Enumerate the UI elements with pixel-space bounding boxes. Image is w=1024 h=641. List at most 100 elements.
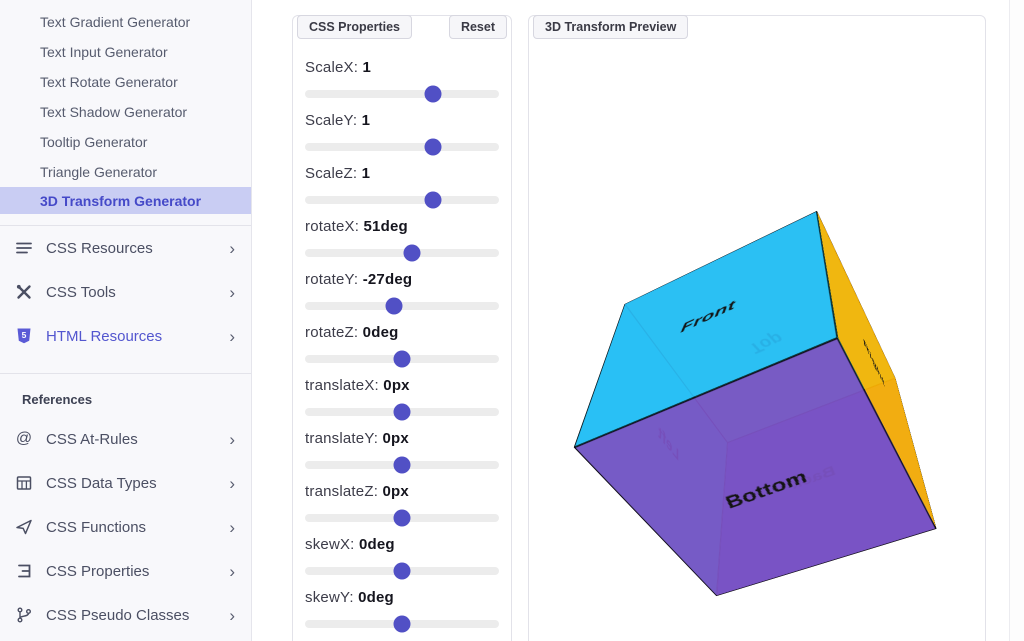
slider-value: 0deg (358, 536, 395, 553)
table-icon (14, 473, 34, 493)
chevron-right-icon: › (229, 429, 235, 449)
at-icon: @ (15, 430, 33, 447)
slider-value: 0deg (362, 324, 399, 341)
scalex-slider-track[interactable] (305, 90, 499, 98)
menu-item-label: CSS Tools (46, 283, 116, 301)
translatez-slider-thumb[interactable] (393, 509, 411, 527)
tools-icon (14, 282, 34, 302)
sidebar-item-css-functions[interactable]: CSS Functions › (0, 505, 251, 549)
slider-label: ScaleZ: 1 (305, 165, 371, 182)
cube: Front Back Right Left Top Bottom (573, 210, 937, 597)
menu-item-label: CSS Pseudo Classes (46, 606, 190, 624)
slider-value: 0px (382, 430, 409, 447)
translatey-slider-thumb[interactable] (393, 456, 411, 474)
slider-value: 51deg (363, 218, 408, 235)
sliders-list: ScaleX: 1 ScaleY: 1 ScaleZ: 1 rotateX: 5… (293, 16, 511, 633)
slider-label: skewX: 0deg (305, 536, 395, 553)
slider-label: rotateY: -27deg (305, 271, 413, 288)
preview-panel-title: 3D Transform Preview (533, 15, 689, 39)
slider-value: -27deg (362, 271, 413, 288)
menu-item-label: CSS Resources (46, 239, 153, 257)
menu-item-label: HTML Resources (46, 327, 163, 345)
reset-button[interactable]: Reset (448, 15, 507, 39)
slider-translatez: translateZ: 0px (305, 483, 499, 527)
slider-value: 0deg (358, 589, 394, 606)
skewy-slider-thumb[interactable] (393, 615, 411, 633)
scaley-slider-track[interactable] (305, 143, 499, 151)
chevron-right-icon: › (229, 282, 235, 302)
sidebar-menu: CSS Resources › CSS Tools › 5 HTML Resou… (0, 225, 251, 358)
chevron-right-icon: › (229, 605, 235, 625)
slider-label: translateZ: 0px (305, 483, 409, 500)
chevron-right-icon: › (229, 238, 235, 258)
preview-panel: 3D Transform Preview Front Back Right Le… (528, 15, 986, 641)
slider-skewx: skewX: 0deg (305, 536, 499, 580)
chevron-right-icon: › (229, 561, 235, 581)
sidebar-item-triangle-generator[interactable]: Triangle Generator (40, 164, 157, 180)
slider-label: ScaleY: 1 (305, 112, 371, 129)
chevron-right-icon: › (229, 517, 235, 537)
references-section: References @ CSS At-Rules › CSS Data Typ… (0, 373, 251, 637)
sidebar-item-text-input-generator[interactable]: Text Input Generator (40, 44, 168, 60)
slider-rotatez: rotateZ: 0deg (305, 324, 499, 368)
generator-list: Text Gradient Generator Text Input Gener… (0, 0, 251, 214)
menu-item-label: CSS Data Types (46, 474, 157, 492)
chevron-right-icon: › (229, 473, 235, 493)
sidebar-item-css-data-types[interactable]: CSS Data Types › (0, 461, 251, 505)
css3-icon (14, 561, 34, 581)
sidebar-item-text-gradient-generator[interactable]: Text Gradient Generator (40, 14, 191, 30)
sidebar-item-css-pseudo-classes[interactable]: CSS Pseudo Classes › (0, 593, 251, 637)
slider-scaley: ScaleY: 1 (305, 112, 499, 156)
slider-label: rotateZ: 0deg (305, 324, 399, 341)
sidebar-item-text-shadow-generator[interactable]: Text Shadow Generator (40, 104, 188, 120)
sidebar-item-3d-transform-generator[interactable]: 3D Transform Generator (0, 187, 251, 214)
slider-value: 0px (383, 377, 410, 394)
slider-label: rotateX: 51deg (305, 218, 408, 235)
menu-item-label: CSS At-Rules (46, 430, 138, 448)
skewx-slider-thumb[interactable] (393, 562, 411, 580)
chevron-right-icon: › (229, 326, 235, 346)
slider-rotatex: rotateX: 51deg (305, 218, 499, 262)
sidebar-item-css-resources[interactable]: CSS Resources › (0, 226, 251, 270)
slider-rotatey: rotateY: -27deg (305, 271, 499, 315)
send-icon (14, 517, 34, 537)
translatex-slider-thumb[interactable] (393, 403, 411, 421)
slider-translatey: translateY: 0px (305, 430, 499, 474)
rotatey-slider-thumb[interactable] (385, 297, 403, 315)
slider-value: 1 (362, 59, 372, 76)
list-icon (14, 238, 34, 258)
sidebar: Text Gradient Generator Text Input Gener… (0, 0, 252, 641)
slider-value: 1 (361, 112, 371, 129)
scalez-slider-track[interactable] (305, 196, 499, 204)
page-scrollbar[interactable] (1009, 0, 1024, 641)
sidebar-item-tooltip-generator[interactable]: Tooltip Generator (40, 134, 148, 150)
rotatez-slider-thumb[interactable] (393, 350, 411, 368)
css-properties-panel: CSS Properties Reset ScaleX: 1 ScaleY: 1… (292, 15, 512, 641)
slider-value: 1 (361, 165, 371, 182)
sidebar-item-css-at-rules[interactable]: @ CSS At-Rules › (0, 417, 251, 461)
slider-label: translateY: 0px (305, 430, 409, 447)
sidebar-item-css-tools[interactable]: CSS Tools › (0, 270, 251, 314)
scaley-slider-thumb[interactable] (424, 138, 442, 156)
references-header: References (22, 392, 93, 407)
slider-scalez: ScaleZ: 1 (305, 165, 499, 209)
slider-label: ScaleX: 1 (305, 59, 372, 76)
sidebar-item-text-rotate-generator[interactable]: Text Rotate Generator (40, 74, 178, 90)
branch-icon (14, 605, 34, 625)
scalez-slider-thumb[interactable] (424, 191, 442, 209)
slider-label: skewY: 0deg (305, 589, 394, 606)
sidebar-item-html-resources[interactable]: 5 HTML Resources › (0, 314, 251, 358)
rotatex-slider-thumb[interactable] (403, 244, 421, 262)
scalex-slider-thumb[interactable] (424, 85, 442, 103)
html5-icon: 5 (14, 326, 34, 346)
css-properties-panel-title: CSS Properties (297, 15, 413, 39)
svg-text:5: 5 (22, 330, 27, 340)
slider-label: translateX: 0px (305, 377, 410, 394)
rotatex-slider-track[interactable] (305, 249, 499, 257)
slider-skewy: skewY: 0deg (305, 589, 499, 633)
slider-translatex: translateX: 0px (305, 377, 499, 421)
menu-item-label: CSS Functions (46, 518, 147, 536)
slider-scalex: ScaleX: 1 (305, 59, 499, 103)
sidebar-item-css-properties[interactable]: CSS Properties › (0, 549, 251, 593)
